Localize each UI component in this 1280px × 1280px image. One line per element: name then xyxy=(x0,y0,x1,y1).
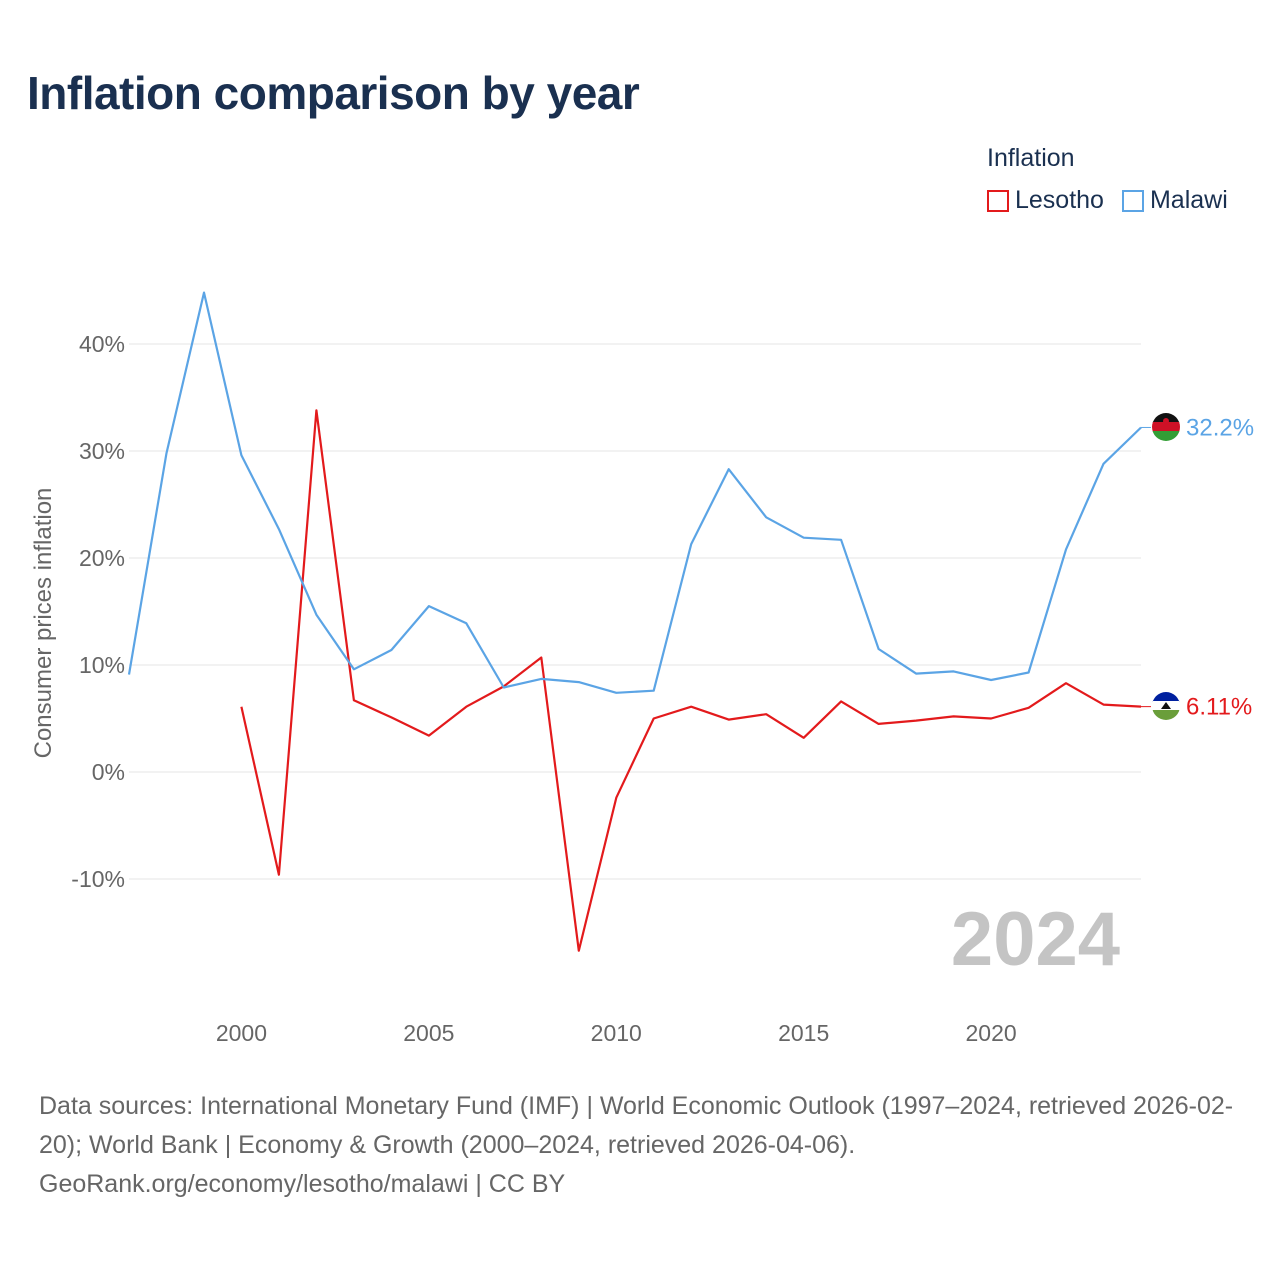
x-tick-label: 2010 xyxy=(591,1020,642,1046)
data-point-lesotho[interactable] xyxy=(801,735,807,741)
data-point-malawi[interactable] xyxy=(876,646,882,652)
data-point-lesotho[interactable] xyxy=(538,655,544,661)
data-point-malawi[interactable] xyxy=(313,612,319,618)
data-point-malawi[interactable] xyxy=(538,676,544,682)
data-point-malawi[interactable] xyxy=(1026,669,1032,675)
data-point-lesotho[interactable] xyxy=(576,948,582,954)
data-point-lesotho[interactable] xyxy=(876,721,882,727)
data-point-malawi[interactable] xyxy=(463,620,469,626)
x-tick-label: 2000 xyxy=(216,1020,267,1046)
data-point-lesotho[interactable] xyxy=(763,711,769,717)
x-tick-label: 2015 xyxy=(778,1020,829,1046)
y-axis-label: Consumer prices inflation xyxy=(30,488,57,759)
data-point-malawi[interactable] xyxy=(126,672,132,678)
data-point-malawi[interactable] xyxy=(838,537,844,543)
data-point-malawi[interactable] xyxy=(1101,461,1107,467)
data-point-malawi[interactable] xyxy=(801,535,807,541)
legend-label-lesotho: Lesotho xyxy=(1015,186,1104,214)
malawi-flag-icon xyxy=(1152,413,1180,441)
legend-label-malawi: Malawi xyxy=(1149,186,1228,214)
data-point-malawi[interactable] xyxy=(276,526,282,532)
y-tick-label: 20% xyxy=(79,545,125,571)
data-point-malawi[interactable] xyxy=(201,290,207,296)
legend-swatch-malawi xyxy=(1121,189,1144,212)
data-point-malawi[interactable] xyxy=(576,679,582,685)
data-point-malawi[interactable] xyxy=(501,684,507,690)
x-tick-label: 2005 xyxy=(403,1020,454,1046)
data-point-malawi[interactable] xyxy=(688,541,694,547)
data-point-lesotho[interactable] xyxy=(913,718,919,724)
data-point-malawi[interactable] xyxy=(1063,546,1069,552)
series-line-malawi[interactable] xyxy=(127,291,1142,694)
data-point-lesotho[interactable] xyxy=(951,713,957,719)
data-point-malawi[interactable] xyxy=(163,450,169,456)
data-point-lesotho[interactable] xyxy=(1063,680,1069,686)
data-point-lesotho[interactable] xyxy=(426,733,432,739)
data-point-lesotho[interactable] xyxy=(988,716,994,722)
data-point-malawi[interactable] xyxy=(988,677,994,683)
lesotho-flag-icon xyxy=(1152,692,1180,720)
data-point-lesotho[interactable] xyxy=(388,714,394,720)
footer: Data sources: International Monetary Fun… xyxy=(39,1087,1249,1204)
y-tick-label: 0% xyxy=(92,759,125,785)
y-tick-label: 10% xyxy=(79,652,125,678)
data-point-lesotho[interactable] xyxy=(276,872,282,878)
data-point-malawi[interactable] xyxy=(351,666,357,672)
credit-link[interactable]: GeoRank.org/economy/lesotho/malawi | CC … xyxy=(39,1170,566,1198)
y-tick-label: 40% xyxy=(79,331,125,357)
x-tick-label: 2020 xyxy=(965,1020,1016,1046)
data-point-lesotho[interactable] xyxy=(351,697,357,703)
year-watermark: 2024 xyxy=(951,897,1120,982)
data-point-malawi[interactable] xyxy=(426,603,432,609)
data-point-lesotho[interactable] xyxy=(651,716,657,722)
chart-title: Inflation comparison by year xyxy=(27,67,640,119)
data-point-lesotho[interactable] xyxy=(838,698,844,704)
data-point-malawi[interactable] xyxy=(951,668,957,674)
data-point-lesotho[interactable] xyxy=(238,704,244,710)
data-point-lesotho[interactable] xyxy=(1101,702,1107,708)
data-point-malawi[interactable] xyxy=(651,688,657,694)
data-point-lesotho[interactable] xyxy=(726,717,732,723)
y-tick-label: -10% xyxy=(71,866,125,892)
data-point-malawi[interactable] xyxy=(238,452,244,458)
legend-title: Inflation xyxy=(987,144,1075,172)
data-point-malawi[interactable] xyxy=(763,514,769,520)
series-line-lesotho[interactable] xyxy=(240,409,1142,952)
data-point-malawi[interactable] xyxy=(726,466,732,472)
data-point-lesotho[interactable] xyxy=(1026,705,1032,711)
data-point-malawi[interactable] xyxy=(388,647,394,653)
legend-item-malawi[interactable]: Malawi xyxy=(1121,186,1228,215)
end-label-malawi: 32.2% xyxy=(1186,414,1254,441)
legend: Lesotho Malawi xyxy=(987,186,1228,215)
legend-swatch-lesotho xyxy=(987,189,1009,212)
data-point-lesotho[interactable] xyxy=(313,407,319,413)
data-point-lesotho[interactable] xyxy=(613,795,619,801)
end-label-lesotho: 6.11% xyxy=(1186,694,1252,721)
data-point-lesotho[interactable] xyxy=(688,704,694,710)
data-point-lesotho[interactable] xyxy=(463,704,469,710)
y-tick-label: 30% xyxy=(79,438,125,464)
legend-item-lesotho[interactable]: Lesotho xyxy=(987,186,1104,215)
data-point-malawi[interactable] xyxy=(613,690,619,696)
data-sources: Data sources: International Monetary Fun… xyxy=(39,1092,1234,1159)
data-point-malawi[interactable] xyxy=(913,671,919,677)
